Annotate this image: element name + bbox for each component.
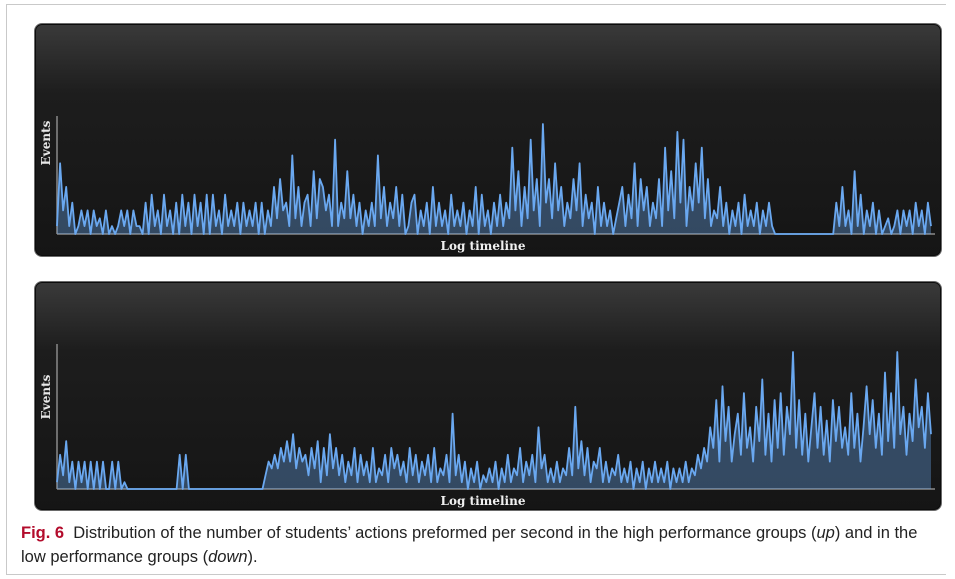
series-area (57, 352, 931, 489)
figure-frame (6, 4, 946, 575)
caption-fig-label: Fig. 6 (21, 524, 65, 542)
chart-panel-low-performance (34, 281, 942, 511)
series-area (57, 124, 931, 234)
caption-italic-down: down (208, 548, 248, 566)
chart-panel-high-performance (34, 23, 942, 257)
x-axis-label-top: Log timeline (440, 239, 526, 253)
series-line (56, 351, 932, 490)
chart-svg-low-performance (56, 344, 935, 490)
caption-italic-up: up (816, 524, 835, 542)
y-axis-label-bottom: Events (39, 374, 53, 420)
figure-caption: Fig. 6 Distribution of the number of stu… (21, 521, 921, 569)
caption-text-2: ) and in the low performance groups ( (21, 524, 918, 566)
caption-text-1: Distribution of the number of students’ … (73, 524, 817, 542)
chart-svg-high-performance (56, 116, 935, 235)
y-axis-label-top: Events (39, 120, 53, 166)
x-axis-label-bottom: Log timeline (440, 494, 526, 508)
caption-text-3: ). (247, 548, 258, 566)
series-line (56, 123, 932, 235)
